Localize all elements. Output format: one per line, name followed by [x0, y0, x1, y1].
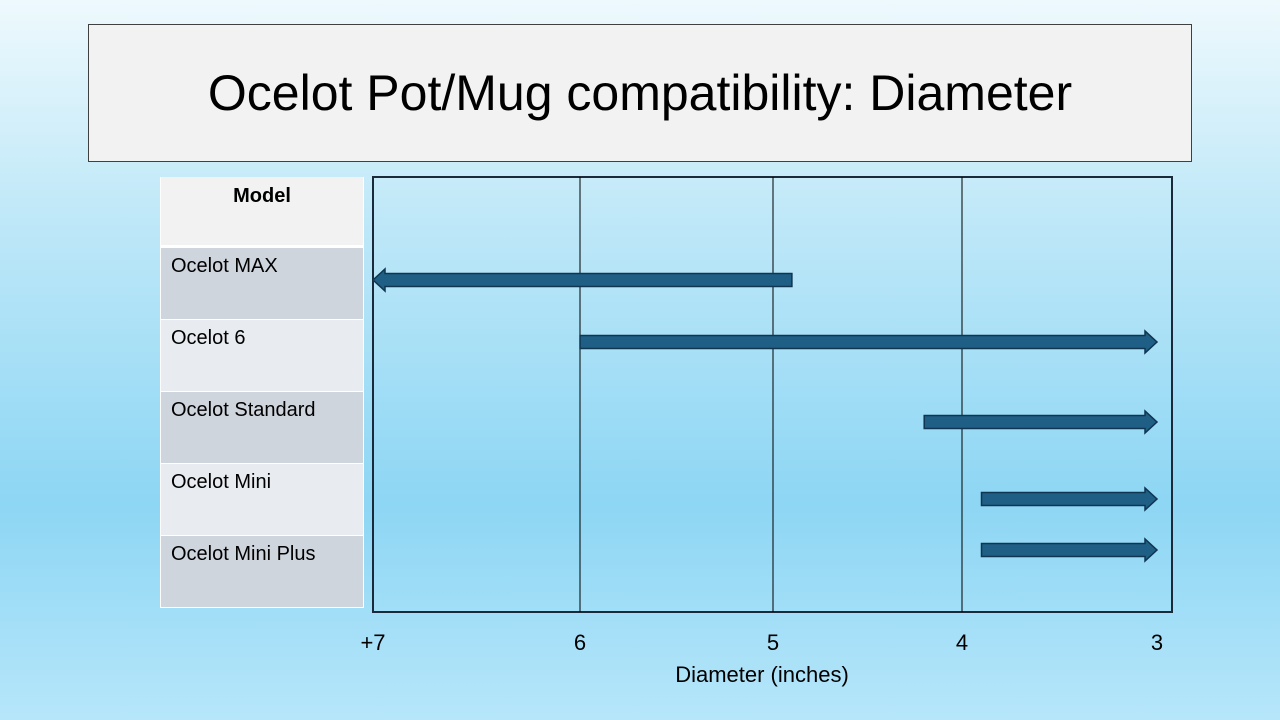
title-box: Ocelot Pot/Mug compatibility: Diameter: [88, 24, 1192, 162]
range-arrow-ocelot-standard: [923, 409, 1159, 435]
x-tick-label: 5: [767, 630, 779, 655]
range-arrow-ocelot-max: [371, 267, 793, 293]
table-row-ocelot-max: Ocelot MAX: [161, 248, 363, 320]
table-row-ocelot-6: Ocelot 6: [161, 320, 363, 392]
x-tick-label: 4: [956, 630, 968, 655]
x-axis-label: Diameter (inches): [675, 662, 849, 687]
x-tick-label: 6: [574, 630, 586, 655]
model-table: Model Ocelot MAX Ocelot 6 Ocelot Standar…: [160, 177, 364, 608]
table-row-ocelot-standard: Ocelot Standard: [161, 392, 363, 464]
range-arrow-ocelot-mini-plus: [980, 537, 1159, 563]
table-row-ocelot-mini-plus: Ocelot Mini Plus: [161, 536, 363, 608]
table-row-ocelot-mini: Ocelot Mini: [161, 464, 363, 536]
table-header-model: Model: [161, 177, 363, 248]
slide-title: Ocelot Pot/Mug compatibility: Diameter: [207, 65, 1073, 121]
x-tick-label: 3: [1151, 630, 1163, 655]
x-tick-label: +7: [360, 630, 385, 655]
range-arrow-ocelot-mini: [980, 486, 1159, 512]
range-arrow-ocelot-6: [579, 329, 1159, 355]
